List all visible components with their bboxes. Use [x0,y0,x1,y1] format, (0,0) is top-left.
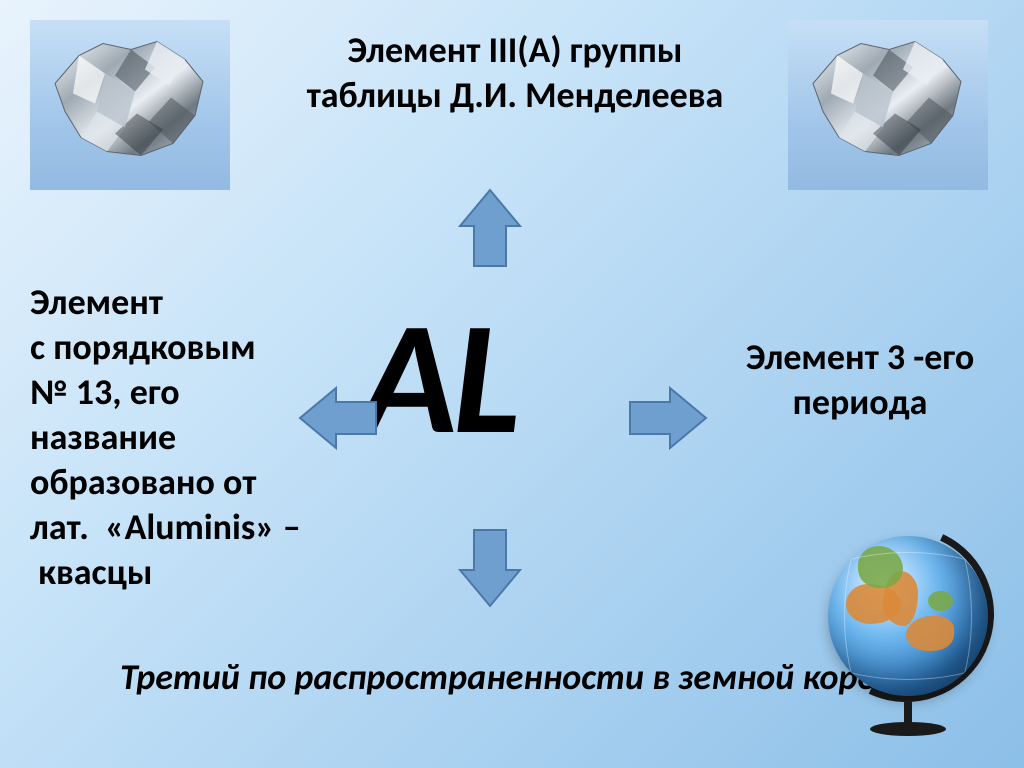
arrow-up [442,180,538,276]
label-right: Элемент 3 -его периода [745,335,975,425]
arrow-right [620,370,716,466]
mineral-image-right [788,20,988,190]
label-bottom: Третий по распространенности в земной ко… [120,655,900,700]
arrow-down [442,520,538,616]
globe-image [810,530,1010,760]
slide-content: AL Элемент III(А) группы таблицы Д.И. Ме… [0,0,1024,768]
label-left: Элемент с порядковым № 13, его название … [30,280,320,595]
arrow-left [290,370,386,466]
label-top: Элемент III(А) группы таблицы Д.И. Менде… [300,28,730,118]
foil-icon [45,34,215,164]
mineral-image-left [30,20,230,190]
foil-icon [803,34,973,164]
